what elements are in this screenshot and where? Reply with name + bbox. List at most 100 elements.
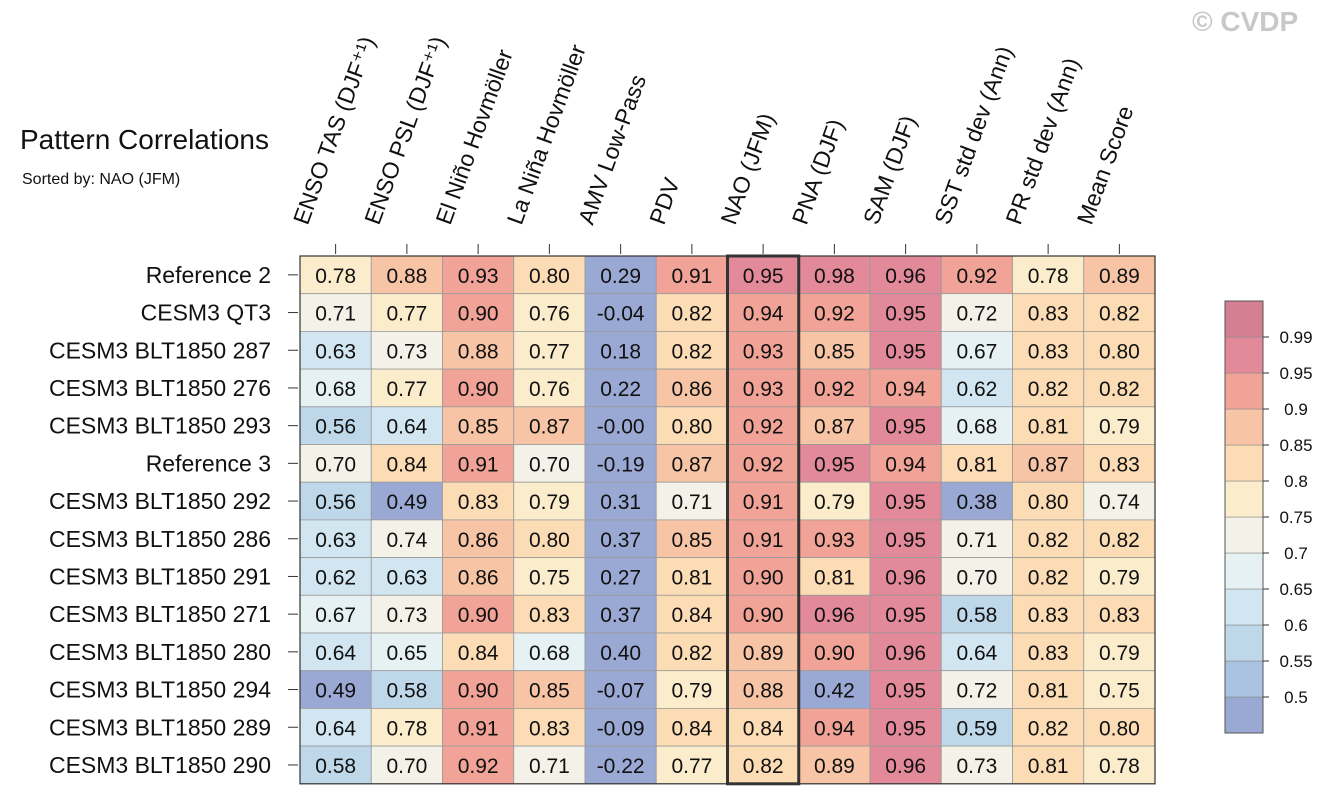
heatmap-cell <box>370 594 443 634</box>
cell-value-label: 0.71 <box>956 529 997 552</box>
cell-value-label: 0.92 <box>458 755 499 778</box>
heatmap-cell <box>1012 745 1085 785</box>
cell-value-label: 0.71 <box>671 491 712 514</box>
cell-value-label: 0.42 <box>814 680 855 703</box>
row-label: CESM3 BLT1850 276 <box>49 375 271 401</box>
cell-value-label: 0.73 <box>386 604 427 627</box>
colorbar-segment <box>1224 588 1264 626</box>
heatmap-cell <box>655 745 728 785</box>
cell-value-label: 0.92 <box>814 303 855 326</box>
cell-value-label: 0.37 <box>600 529 641 552</box>
cell-value-label: 0.90 <box>458 604 499 627</box>
cell-value-label: 0.65 <box>386 642 427 665</box>
cell-value-label: 0.83 <box>1028 642 1069 665</box>
cell-value-label: 0.88 <box>743 680 784 703</box>
cell-value-label: 0.78 <box>1028 265 1069 288</box>
heatmap-cell <box>727 368 800 408</box>
colorbar-segment <box>1224 372 1264 410</box>
cell-value-label: 0.56 <box>315 416 356 439</box>
heatmap-cell <box>940 519 1013 559</box>
heatmap-cell <box>798 255 871 295</box>
row-label: CESM3 BLT1850 280 <box>49 639 271 665</box>
heatmap-cell <box>1012 519 1085 559</box>
column-label: PDV <box>644 174 685 228</box>
cell-value-label: 0.78 <box>1099 755 1140 778</box>
heatmap-cell <box>940 406 1013 445</box>
cell-value-label: 0.18 <box>600 340 641 363</box>
cell-value-label: 0.90 <box>458 378 499 401</box>
heatmap-cell <box>869 444 942 483</box>
heatmap-cell <box>655 557 728 596</box>
cell-value-label: 0.81 <box>1028 680 1069 703</box>
cell-value-label: 0.81 <box>671 566 712 589</box>
heatmap-cell <box>584 708 657 747</box>
heatmap-cell <box>513 557 586 596</box>
heatmap-cell <box>1012 557 1085 596</box>
heatmap-cell <box>655 293 728 332</box>
heatmap-cell <box>1012 594 1085 634</box>
heatmap-cell <box>299 745 372 785</box>
cell-value-label: 0.68 <box>956 416 997 439</box>
cell-value-label: 0.49 <box>315 680 356 703</box>
heatmap-cell <box>1012 293 1085 332</box>
column-label: SST std dev (Ann) <box>929 43 1018 228</box>
colorbar-segment <box>1224 552 1264 590</box>
cell-value-label: 0.81 <box>956 453 997 476</box>
heatmap-cell <box>370 670 443 709</box>
cell-value-label: 0.70 <box>386 755 427 778</box>
heatmap-cell <box>513 594 586 634</box>
cell-value-label: 0.77 <box>386 303 427 326</box>
cell-value-label: 0.96 <box>885 755 926 778</box>
heatmap-cell <box>299 670 372 709</box>
cell-value-label: 0.82 <box>1099 529 1140 552</box>
heatmap-cell <box>1012 368 1085 408</box>
cell-value-label: 0.95 <box>885 717 926 740</box>
cell-value-label: 0.87 <box>1028 453 1069 476</box>
heatmap-cell <box>442 557 515 596</box>
colorbar-segment <box>1224 660 1264 698</box>
cell-value-label: -0.04 <box>597 303 645 326</box>
heatmap-cell <box>299 406 372 445</box>
heatmap-cell <box>1083 255 1156 295</box>
heatmap-cell <box>798 406 871 445</box>
cell-value-label: 0.83 <box>1028 604 1069 627</box>
row-label: CESM3 BLT1850 294 <box>49 677 271 703</box>
cell-value-label: 0.95 <box>885 529 926 552</box>
heatmap-cell <box>513 406 586 445</box>
cell-value-label: 0.72 <box>956 680 997 703</box>
cell-value-label: 0.92 <box>743 453 784 476</box>
heatmap-cell <box>1012 481 1085 521</box>
cell-value-label: 0.75 <box>1099 680 1140 703</box>
heatmap-cell <box>655 670 728 709</box>
colorbar-tick-label: 0.55 <box>1279 652 1312 671</box>
cell-value-label: 0.83 <box>1028 303 1069 326</box>
cell-value-label: 0.94 <box>885 453 926 476</box>
heatmap-cell <box>1083 557 1156 596</box>
cell-value-label: 0.77 <box>386 378 427 401</box>
row-label: CESM3 BLT1850 290 <box>49 752 271 778</box>
cell-value-label: 0.40 <box>600 642 641 665</box>
cell-value-label: 0.88 <box>458 340 499 363</box>
cell-value-label: 0.93 <box>743 378 784 401</box>
heatmap-cell <box>727 293 800 332</box>
heatmap-cell <box>1012 670 1085 709</box>
cell-value-label: 0.83 <box>1028 340 1069 363</box>
cell-value-label: 0.90 <box>458 680 499 703</box>
heatmap-cell <box>727 594 800 634</box>
cell-value-label: 0.75 <box>529 566 570 589</box>
heatmap-cell <box>370 481 443 521</box>
cell-value-label: 0.80 <box>1099 340 1140 363</box>
cell-value-label: 0.94 <box>814 717 855 740</box>
heatmap-cell <box>584 368 657 408</box>
row-label: CESM3 BLT1850 271 <box>49 601 271 627</box>
heatmap-cell <box>727 708 800 747</box>
cell-value-label: 0.84 <box>671 604 712 627</box>
heatmap-cell <box>299 557 372 596</box>
heatmap-cell <box>513 444 586 483</box>
cell-value-label: 0.92 <box>814 378 855 401</box>
cell-value-label: 0.91 <box>458 717 499 740</box>
colorbar-segment <box>1224 516 1264 554</box>
heatmap-cell <box>655 708 728 747</box>
heatmap-cell <box>513 519 586 559</box>
